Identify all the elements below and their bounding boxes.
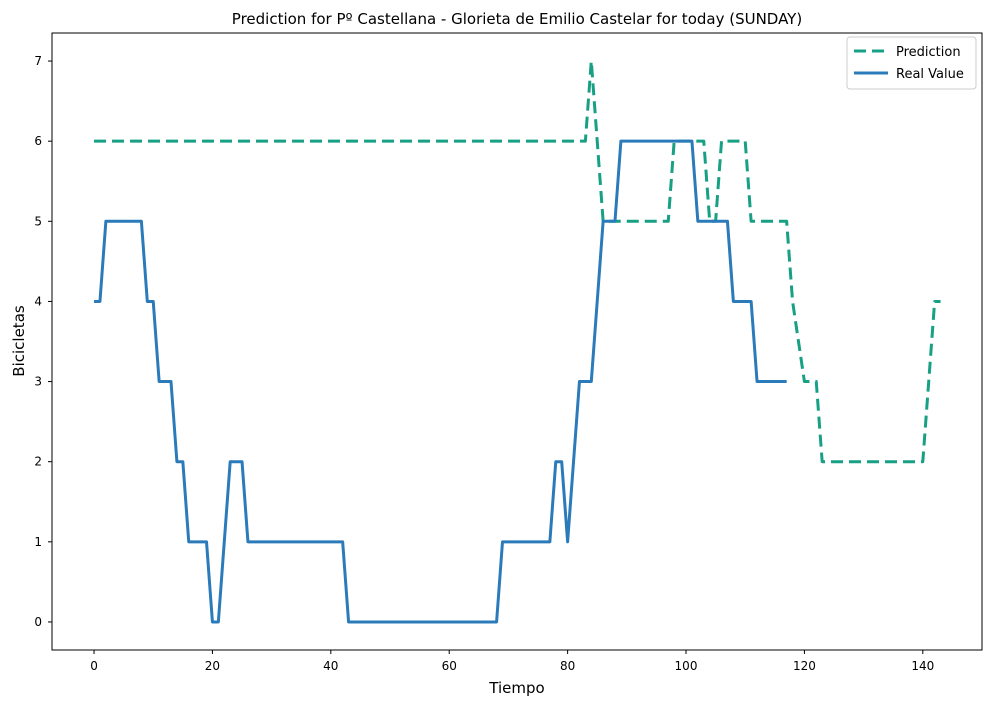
y-tick-label: 7 xyxy=(34,54,42,68)
x-tick-label: 60 xyxy=(442,659,457,673)
y-axis-title: Bicicletas xyxy=(10,305,28,377)
y-tick-label: 3 xyxy=(34,375,42,389)
legend-label: Prediction xyxy=(896,45,961,60)
y-tick-label: 0 xyxy=(34,615,42,629)
x-tick-label: 120 xyxy=(793,659,816,673)
y-tick-label: 2 xyxy=(34,455,42,469)
series-line-prediction xyxy=(94,59,941,464)
x-axis: 0 20 40 60 80 100 120 140 xyxy=(90,650,934,673)
x-axis-title: Tiempo xyxy=(488,679,544,697)
legend-label: Real Value xyxy=(896,67,964,82)
x-tick-label: 100 xyxy=(675,659,698,673)
x-tick-label: 20 xyxy=(205,659,220,673)
legend: Prediction Real Value xyxy=(846,36,977,90)
y-tick-label: 5 xyxy=(34,214,42,228)
x-tick-label: 40 xyxy=(323,659,338,673)
y-tick-label: 1 xyxy=(34,535,42,549)
plot-frame xyxy=(51,32,983,651)
y-axis: 0 1 2 3 4 5 6 7 xyxy=(34,54,52,629)
x-tick-label: 140 xyxy=(911,659,934,673)
y-tick-label: 4 xyxy=(34,294,42,308)
x-tick-label: 0 xyxy=(90,659,98,673)
chart-title: Prediction for Pº Castellana - Glorieta … xyxy=(232,10,802,28)
x-tick-label: 80 xyxy=(560,659,575,673)
series-layer xyxy=(94,59,941,624)
y-tick-label: 6 xyxy=(34,134,42,148)
series-line-real-value xyxy=(94,139,787,624)
